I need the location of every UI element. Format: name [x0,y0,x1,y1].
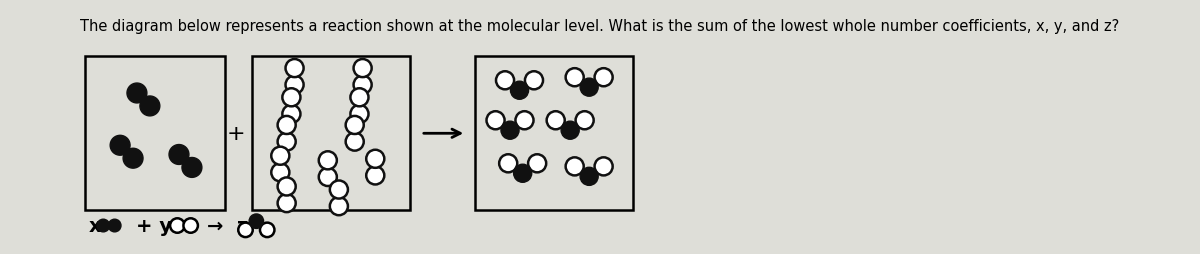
Circle shape [366,150,384,168]
Circle shape [140,97,160,116]
Circle shape [580,168,598,186]
Text: + y: + y [136,216,172,235]
Text: x: x [89,216,102,235]
Circle shape [330,197,348,215]
Circle shape [108,219,121,232]
Circle shape [562,122,580,140]
Circle shape [565,158,583,176]
Circle shape [239,223,253,237]
Circle shape [169,145,188,165]
Circle shape [576,112,594,130]
Circle shape [366,167,384,185]
Circle shape [496,72,514,90]
Circle shape [354,76,372,94]
Circle shape [346,117,364,134]
Circle shape [350,105,368,123]
Bar [252,57,410,210]
Circle shape [528,155,546,173]
Text: →  z: → z [206,216,247,235]
Circle shape [580,79,598,97]
Circle shape [500,122,520,140]
Circle shape [282,89,300,107]
Circle shape [110,136,130,156]
Circle shape [510,82,528,100]
Circle shape [277,133,295,151]
Circle shape [170,218,185,233]
Bar [84,57,224,210]
Circle shape [330,181,348,199]
Circle shape [594,158,613,176]
Circle shape [277,178,295,196]
Circle shape [346,133,364,151]
Circle shape [286,60,304,78]
Circle shape [286,76,304,94]
Circle shape [250,214,264,229]
Circle shape [354,60,372,78]
Circle shape [277,117,295,134]
Circle shape [271,164,289,182]
Circle shape [184,218,198,233]
Circle shape [565,69,583,87]
Circle shape [319,152,337,170]
Circle shape [350,89,368,107]
Circle shape [486,112,504,130]
Circle shape [282,105,300,123]
Text: +: + [227,124,245,144]
Bar [475,57,634,210]
Circle shape [182,158,202,178]
Circle shape [124,149,143,168]
Circle shape [594,69,613,87]
Circle shape [277,194,295,212]
Circle shape [271,147,289,165]
Circle shape [97,219,109,232]
Circle shape [524,72,544,90]
Circle shape [516,112,534,130]
Circle shape [260,223,275,237]
Circle shape [319,168,337,186]
Circle shape [499,155,517,173]
Text: The diagram below represents a reaction shown at the molecular level. What is th: The diagram below represents a reaction … [80,19,1120,34]
Circle shape [127,84,146,104]
Circle shape [547,112,565,130]
Circle shape [514,165,532,183]
